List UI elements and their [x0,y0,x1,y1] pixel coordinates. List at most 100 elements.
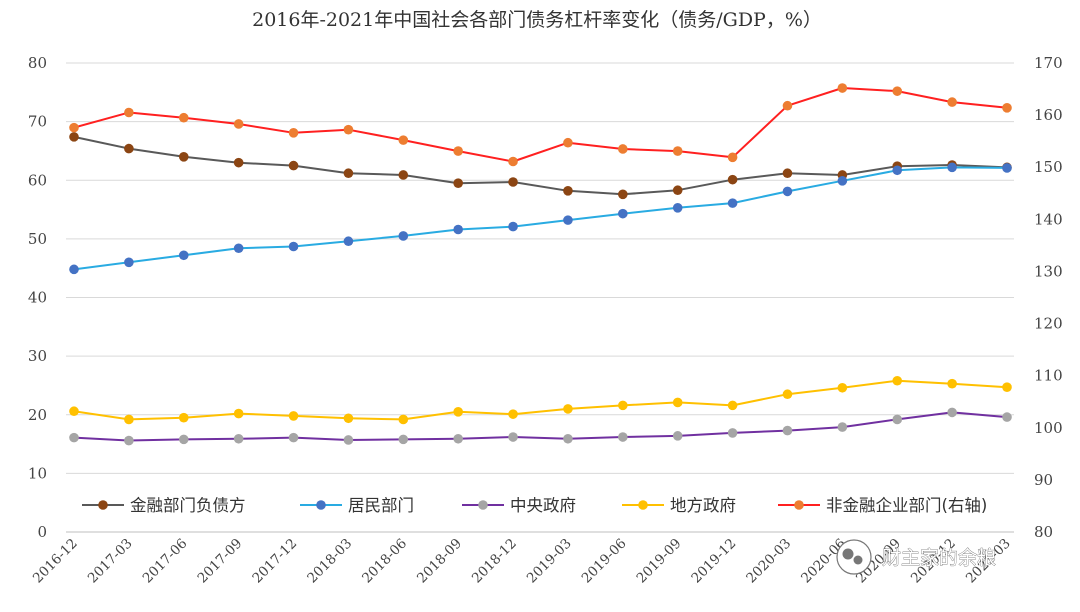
data-point [233,119,244,129]
legend-label: 金融部门负债方 [130,496,246,515]
series-line [73,87,1008,163]
data-point [508,221,518,232]
data-point [837,176,848,186]
data-point [618,208,628,219]
right-tick-label: 170 [1034,54,1063,72]
data-point [124,257,134,268]
data-point [69,122,79,133]
data-point [453,433,463,444]
data-point [398,414,409,425]
chart-title: 2016年-2021年中国社会各部门债务杠杆率变化（债务/GDP，%） [252,9,822,31]
data-point [892,414,903,425]
left-tick-label: 50 [28,230,47,248]
data-point [233,157,244,168]
series-layer [69,83,1012,446]
data-point [343,124,354,135]
data-point [563,186,573,196]
legend-item: 非金融企业部门(右轴) [778,496,987,515]
data-point [1002,103,1012,113]
data-point [233,408,244,419]
data-point [672,397,683,408]
legend-label: 地方政府 [670,496,736,515]
legend-item: 金融部门负债方 [82,496,246,515]
series-3 [69,375,1012,425]
right-tick-label: 100 [1034,419,1063,437]
data-point [69,132,79,142]
watermark: 财主家的余粮 [836,539,996,575]
data-point [124,414,134,425]
data-point [233,433,244,444]
series-1 [69,162,1012,275]
data-point [837,83,848,93]
data-point [672,431,683,441]
right-axis-ticks: 80 90 100 110 120 130 140 150 160 170 [1034,54,1063,541]
data-point [508,177,518,187]
right-tick-label: 140 [1034,210,1063,228]
data-point [782,100,793,111]
data-point [288,241,299,252]
data-point [124,107,134,118]
data-point [892,375,903,386]
series-line [73,135,1008,196]
left-tick-label: 30 [28,347,47,365]
data-point [508,156,518,167]
data-point [727,152,738,163]
wechat-bubble-icon [842,548,854,560]
data-point [69,406,79,417]
data-point [124,143,134,154]
right-tick-label: 90 [1034,471,1053,489]
left-tick-label: 20 [28,406,47,424]
wechat-bubble-icon [853,555,863,565]
series-line [73,166,1008,271]
legend-label: 非金融企业部门(右轴) [826,496,987,515]
left-axis-ticks: 0 10 20 30 40 50 60 70 80 [28,54,47,541]
right-tick-label: 160 [1034,106,1063,124]
data-point [947,407,957,418]
series-line [73,379,1008,421]
right-tick-label: 130 [1034,262,1063,280]
data-point [782,389,793,400]
data-point [727,428,738,438]
series-line [73,411,1008,442]
data-point [178,112,189,123]
data-point [453,146,463,156]
data-point [892,165,903,176]
left-tick-label: 40 [28,289,47,307]
right-tick-label: 80 [1034,523,1053,541]
data-point [178,412,189,423]
data-point [947,97,957,107]
data-point [618,144,628,154]
data-point [672,146,683,156]
data-point [727,400,738,411]
data-point [618,189,628,200]
legend-marker [316,500,326,510]
series-2 [69,407,1012,446]
data-point [782,425,793,436]
left-tick-label: 70 [28,113,47,131]
right-tick-label: 150 [1034,158,1063,176]
data-point [563,137,573,148]
left-tick-label: 60 [28,171,47,189]
data-point [453,407,463,417]
wechat-logo-icon [836,539,872,575]
legend-item: 居民部门 [300,496,414,515]
data-point [618,400,628,411]
data-point [178,152,189,162]
data-point [178,434,189,445]
data-point [398,434,409,445]
legend-marker [794,500,804,510]
data-point [178,250,189,261]
data-point [398,170,409,180]
data-point [947,378,957,389]
right-tick-label: 120 [1034,315,1063,333]
data-point [727,174,738,185]
data-point [782,168,793,179]
data-point [124,435,134,446]
legend-label: 中央政府 [510,496,576,515]
data-point [288,160,299,171]
data-point [453,178,463,188]
right-tick-label: 110 [1034,367,1063,385]
legend-marker [478,500,488,510]
